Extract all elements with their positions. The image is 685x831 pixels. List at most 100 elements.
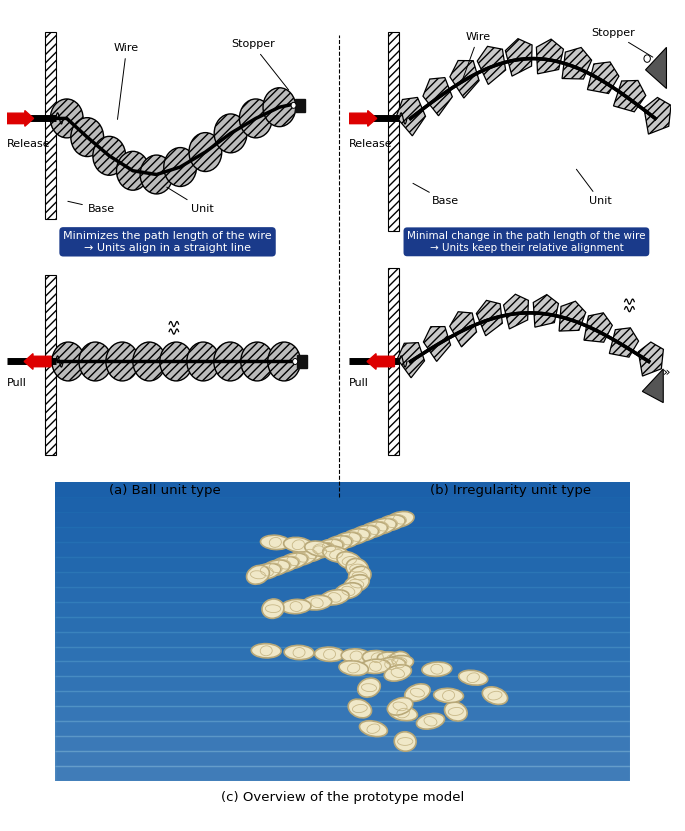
FancyArrow shape (349, 111, 377, 126)
Text: Stopper: Stopper (231, 39, 288, 90)
Polygon shape (562, 47, 592, 79)
Circle shape (160, 342, 192, 381)
Circle shape (187, 342, 220, 381)
Polygon shape (477, 47, 506, 85)
Circle shape (50, 99, 83, 138)
FancyArrow shape (7, 111, 34, 126)
Bar (388, 268, 399, 455)
Ellipse shape (260, 535, 290, 549)
Bar (55, 676, 630, 691)
Text: Unit: Unit (576, 170, 612, 206)
Circle shape (140, 155, 173, 194)
Text: Release: Release (7, 139, 51, 149)
Bar (55, 557, 630, 572)
Circle shape (52, 342, 85, 381)
Ellipse shape (306, 543, 334, 558)
Ellipse shape (302, 595, 332, 610)
Bar (55, 691, 630, 706)
Ellipse shape (360, 522, 388, 538)
Text: (b) Irregularity unit type: (b) Irregularity unit type (429, 484, 591, 497)
Circle shape (240, 342, 273, 381)
Circle shape (133, 342, 166, 381)
Polygon shape (614, 81, 646, 112)
Ellipse shape (341, 649, 371, 663)
Ellipse shape (388, 652, 410, 671)
Text: »: » (662, 366, 671, 379)
Ellipse shape (271, 557, 299, 573)
Ellipse shape (262, 599, 284, 618)
Text: (a) Ball unit type: (a) Ball unit type (108, 484, 221, 497)
Ellipse shape (247, 565, 269, 584)
Polygon shape (645, 47, 667, 89)
Ellipse shape (339, 661, 369, 676)
Circle shape (93, 136, 125, 175)
Text: Minimizes the path length of the wire
→ Units align in a straight line: Minimizes the path length of the wire → … (63, 231, 272, 253)
Text: Base: Base (68, 201, 115, 214)
Ellipse shape (349, 566, 371, 586)
Text: Stopper: Stopper (591, 28, 653, 57)
Polygon shape (423, 77, 452, 116)
Ellipse shape (422, 662, 451, 676)
Ellipse shape (284, 538, 313, 552)
Ellipse shape (321, 590, 349, 605)
Ellipse shape (376, 657, 406, 671)
Ellipse shape (342, 529, 370, 544)
Ellipse shape (377, 652, 406, 667)
Bar (55, 602, 630, 617)
Bar (55, 497, 630, 512)
Ellipse shape (387, 697, 413, 715)
Ellipse shape (384, 665, 412, 681)
Ellipse shape (369, 519, 397, 534)
Polygon shape (644, 97, 671, 134)
Bar (388, 32, 399, 231)
Ellipse shape (358, 678, 380, 697)
Circle shape (268, 342, 301, 381)
Polygon shape (506, 39, 532, 76)
Bar (55, 661, 630, 676)
Ellipse shape (362, 651, 392, 665)
Bar (55, 721, 630, 736)
Ellipse shape (314, 647, 345, 661)
Text: Wire: Wire (114, 43, 139, 120)
Ellipse shape (386, 512, 414, 527)
Bar (55, 706, 630, 721)
Bar (55, 766, 630, 781)
Circle shape (214, 114, 247, 153)
Ellipse shape (459, 671, 488, 685)
Bar (45, 275, 55, 455)
Ellipse shape (389, 706, 417, 720)
Circle shape (263, 88, 296, 126)
Polygon shape (450, 61, 479, 98)
Circle shape (644, 55, 650, 62)
Text: Pull: Pull (7, 378, 27, 388)
Polygon shape (638, 342, 663, 376)
Ellipse shape (333, 533, 361, 548)
Ellipse shape (305, 541, 334, 557)
Polygon shape (559, 301, 586, 331)
Ellipse shape (279, 553, 308, 568)
Text: (c) Overview of the prototype model: (c) Overview of the prototype model (221, 791, 464, 804)
Text: Unit: Unit (166, 187, 214, 214)
Bar (55, 751, 630, 766)
Circle shape (164, 148, 197, 186)
Polygon shape (534, 294, 558, 327)
Ellipse shape (334, 583, 362, 599)
Polygon shape (423, 327, 451, 361)
Ellipse shape (377, 515, 405, 531)
Circle shape (71, 118, 103, 156)
Circle shape (116, 151, 149, 190)
Ellipse shape (251, 644, 281, 658)
Text: Base: Base (413, 184, 460, 206)
Ellipse shape (348, 699, 371, 718)
Ellipse shape (323, 546, 350, 563)
Bar (297, 355, 307, 368)
Ellipse shape (282, 599, 311, 613)
Ellipse shape (344, 575, 369, 593)
FancyArrow shape (367, 354, 395, 369)
Polygon shape (588, 62, 619, 94)
FancyArrow shape (24, 354, 51, 369)
Polygon shape (643, 369, 663, 403)
Polygon shape (396, 97, 425, 135)
Ellipse shape (405, 684, 430, 701)
Circle shape (214, 342, 247, 381)
